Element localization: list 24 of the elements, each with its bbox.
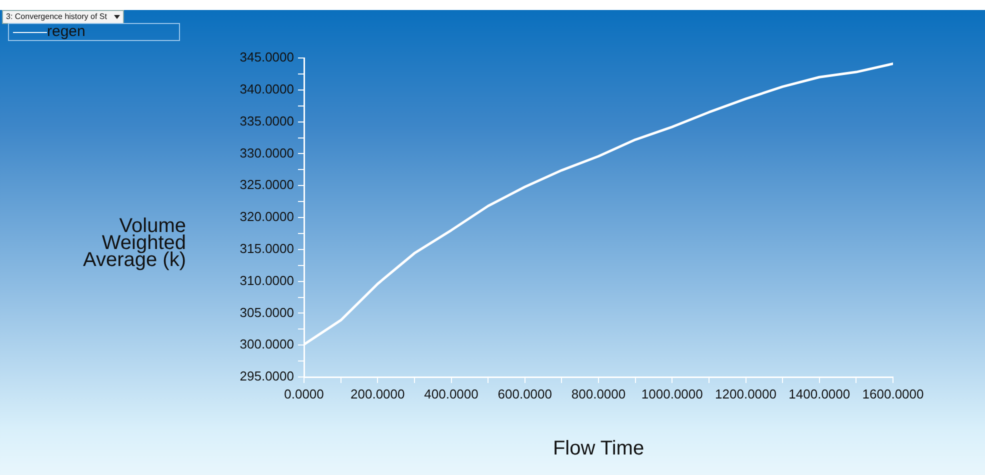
y-tick-label: 305.0000 xyxy=(240,304,294,320)
y-tick-label: 315.0000 xyxy=(240,240,294,256)
x-tick-label: 1200.0000 xyxy=(715,386,776,402)
x-tick-label: 800.0000 xyxy=(571,386,626,402)
y-tick-label: 340.0000 xyxy=(240,81,294,96)
y-tick-label: 300.0000 xyxy=(240,336,294,352)
x-tick-label: 1000.0000 xyxy=(641,386,703,402)
legend-label: regen xyxy=(47,23,86,40)
x-tick-label: 600.0000 xyxy=(498,386,552,402)
y-tick-label: 325.0000 xyxy=(240,177,294,192)
x-tick-label: 0.0000 xyxy=(284,386,324,402)
x-tick-label: 400.0000 xyxy=(424,386,478,402)
x-axis-title: Flow Time xyxy=(552,438,644,460)
text: 3: Convergence history of St xyxy=(6,12,107,21)
x-tick-label: 200.0000 xyxy=(350,386,405,402)
y-tick-label: 310.0000 xyxy=(240,272,294,288)
y-tick-label: 345.0000 xyxy=(240,50,294,65)
y-tick-label: 295.0000 xyxy=(240,368,294,384)
x-tick-label: 1600.0000 xyxy=(862,386,924,402)
y-tick-label: 335.0000 xyxy=(240,113,294,128)
y-tick-label: 320.0000 xyxy=(240,209,294,224)
y-axis-title: Volume Weighted Average (k) xyxy=(82,215,186,271)
x-tick-label: 1400.0000 xyxy=(788,386,850,402)
y-tick-label: 330.0000 xyxy=(240,145,294,160)
